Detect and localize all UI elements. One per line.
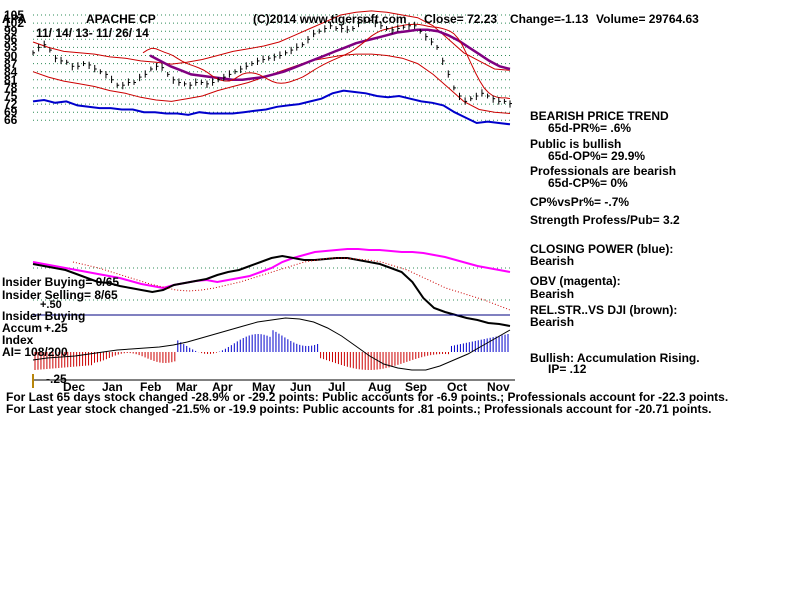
- x-tick-label: Jun: [290, 380, 312, 394]
- ticker-symbol: APA: [2, 12, 27, 26]
- x-tick-label: May: [252, 380, 276, 394]
- accum-status: Bullish: Accumulation Rising.: [530, 351, 700, 365]
- index-label: Index: [2, 333, 34, 347]
- footer-line2: For Last year stock changed -21.5% or -1…: [6, 402, 712, 416]
- accum-ma-line: [32, 317, 511, 371]
- accumulation-histogram: [32, 317, 511, 371]
- y-tick-label: 90: [4, 48, 18, 63]
- footer-line1: For Last 65 days stock changed -28.9% or…: [6, 390, 729, 404]
- source-label: (C)2014 www.tigersoft.com: [253, 12, 407, 26]
- x-tick-label: Jul: [328, 380, 346, 394]
- insider-buying: Insider Buying= 0/65: [2, 275, 120, 289]
- ai-value: AI= 108/200: [2, 345, 68, 359]
- y-tick-label: 75: [4, 89, 18, 103]
- y-tick-label: 93: [4, 40, 18, 55]
- pr-pct: 65d-PR%= .6%: [548, 121, 632, 135]
- relstr-label: REL.STR..VS DJI (brown):: [530, 303, 678, 317]
- grid-lines: [33, 14, 513, 301]
- moving-average: [149, 28, 511, 82]
- price-bars: [32, 16, 512, 108]
- change-value: Change=-1.13: [510, 12, 589, 26]
- insider-selling: Insider Selling= 8/65: [2, 288, 118, 302]
- accum-minus25: -.25: [46, 372, 67, 386]
- obv-status: Bearish: [530, 287, 575, 301]
- x-tick-label: Sep: [405, 380, 428, 394]
- closing-power-status: Bearish: [530, 254, 575, 268]
- y-tick-label: 81: [4, 72, 18, 87]
- indicator-lines: [32, 89, 511, 327]
- obv-label: OBV (magenta):: [530, 274, 621, 288]
- trend-title: BEARISH PRICE TREND: [530, 109, 669, 123]
- y-tick-label: 96: [4, 32, 18, 47]
- short-ma: [142, 23, 511, 100]
- y-tick-label: 84: [4, 64, 18, 79]
- date-range: 11/ 14/ 13- 11/ 26/ 14: [36, 26, 149, 40]
- closing-power-line: [32, 89, 511, 126]
- y-tick-label: 69: [4, 105, 18, 120]
- x-tick-label: Nov: [487, 380, 510, 394]
- signal-dotted: [72, 257, 511, 311]
- accum-label: Accum: [2, 321, 43, 335]
- x-tick-label: Apr: [212, 380, 233, 394]
- close-value: Close= 72.23: [424, 12, 498, 26]
- op-pct: 65d-OP%= 29.9%: [548, 149, 646, 163]
- professionals-status: Professionals are bearish: [530, 164, 677, 178]
- x-tick-label: Jan: [102, 380, 123, 394]
- cp-pct: 65d-CP%= 0%: [548, 176, 628, 190]
- x-tick-label: Dec: [63, 380, 86, 394]
- upper-band: [32, 10, 511, 71]
- y-tick-label: 78: [4, 80, 18, 95]
- insider-buying-label: Insider Buying: [2, 309, 86, 323]
- y-tick-label: 72: [4, 97, 18, 112]
- y-tick-label: 105: [4, 8, 25, 22]
- x-tick-label: Feb: [140, 380, 162, 394]
- x-tick-label: Oct: [447, 380, 468, 394]
- accum-plus25: +.25: [44, 321, 68, 335]
- ip-value: IP= .12: [548, 362, 587, 376]
- strength-ratio: Strength Profess/Pub= 3.2: [530, 213, 680, 227]
- y-tick-label: 87: [4, 56, 18, 71]
- company-name: APACHE CP: [86, 12, 156, 26]
- x-tick-label: Aug: [368, 380, 392, 394]
- relstr-status: Bearish: [530, 315, 575, 329]
- price-bands: [32, 10, 511, 114]
- volume-value: Volume= 29764.63: [596, 12, 699, 26]
- insider-plus50: +.50: [40, 299, 62, 311]
- public-status: Public is bullish: [530, 137, 622, 151]
- relstr-line: [32, 254, 511, 327]
- y-tick-label: 66: [4, 113, 18, 128]
- obv-line: [32, 248, 511, 290]
- x-tick-label: Mar: [176, 380, 198, 394]
- closing-power-label: CLOSING POWER (blue):: [530, 242, 674, 256]
- cp-vs-pr: CP%vsPr%= -.7%: [530, 195, 630, 209]
- y-tick-label: 99: [4, 24, 18, 39]
- y-tick-label: 102: [4, 16, 25, 31]
